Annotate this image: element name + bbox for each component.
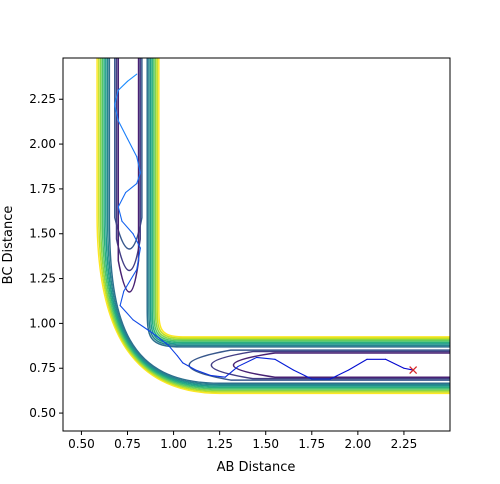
trajectory-segment: [182, 362, 197, 371]
trajectory-segment: [136, 247, 141, 271]
trajectory-segment: [119, 290, 125, 307]
x-tick-label: 0.50: [68, 437, 95, 451]
contour-line: [106, 58, 450, 386]
trajectory-segment: [117, 191, 127, 208]
trajectory-segment: [117, 80, 129, 91]
trajectory-segment: [136, 156, 141, 174]
contour-line: [108, 58, 450, 385]
trajectory-segment: [348, 358, 368, 371]
trajectory-segment: [329, 369, 350, 380]
plot-frame: [62, 57, 451, 432]
x-tick-label: 1.75: [298, 437, 325, 451]
contour-line: [115, 58, 450, 380]
x-axis: 0.50 0.75 1.00 1.25 1.50 1.75 2.00 2.25: [68, 431, 417, 451]
end-marker: [409, 366, 418, 374]
trajectory-segment: [125, 182, 138, 194]
y-tick-label: 1.50: [29, 227, 56, 241]
trajectory-segment: [224, 365, 239, 378]
trajectory-segment: [255, 356, 276, 360]
trajectory-segment: [119, 304, 134, 321]
contour-layer: [96, 58, 450, 395]
trajectory-segment: [136, 172, 141, 185]
trajectory-segment: [292, 369, 313, 380]
y-axis-label: BC Distance: [1, 206, 16, 285]
x-tick-label: 1.00: [160, 437, 187, 451]
contour-line: [99, 58, 450, 392]
x-tick-label: 1.25: [206, 437, 233, 451]
y-tick-label: 1.00: [29, 316, 56, 330]
y-tick-label: 0.75: [29, 361, 56, 375]
trajectory-segment: [167, 344, 178, 357]
x-tick-label: 2.00: [344, 437, 371, 451]
trajectory-segment: [274, 358, 294, 371]
trajectory-segment: [176, 355, 184, 364]
contour-line: [98, 58, 450, 393]
trajectory-segment: [403, 367, 414, 371]
trajectory-segment: [209, 374, 226, 378]
end-marker-stroke: [409, 366, 418, 374]
contour-line: [105, 58, 450, 387]
plot-area: [62, 57, 451, 432]
trajectory-segment: [150, 331, 169, 346]
y-tick-label: 2.00: [29, 137, 56, 151]
y-tick-label: 1.75: [29, 182, 56, 196]
trajectory-segment: [126, 73, 138, 82]
x-axis-label: AB Distance: [217, 460, 296, 475]
trajectory-segment: [195, 369, 211, 376]
contour-line: [103, 58, 450, 389]
y-tick-label: 1.25: [29, 272, 56, 286]
contour-line: [114, 58, 450, 381]
x-tick-label: 2.25: [391, 437, 418, 451]
trajectory-segment: [237, 356, 258, 367]
x-tick-label: 1.50: [252, 437, 279, 451]
y-tick-label: 0.50: [29, 406, 56, 420]
y-axis: 0.50 0.75 1.00 1.25 1.50 1.75 2.00 2.25: [29, 92, 63, 420]
trajectory-segment: [132, 319, 153, 333]
contour-line: [96, 58, 450, 395]
trajectory-segment: [117, 206, 123, 222]
x-tick-label: 0.75: [114, 437, 141, 451]
trajectory-segment: [126, 138, 138, 158]
y-tick-label: 2.25: [29, 92, 56, 106]
contour-line: [117, 58, 450, 378]
trajectory-segment: [114, 104, 119, 122]
trajectory-segment: [117, 120, 129, 140]
trajectory-segment: [123, 269, 138, 292]
contour-line: [101, 58, 450, 390]
trajectory-segment: [121, 220, 134, 235]
trajectory-segment: [114, 89, 119, 106]
trajectory-segment: [132, 233, 141, 249]
trajectory-segment: [384, 358, 405, 369]
